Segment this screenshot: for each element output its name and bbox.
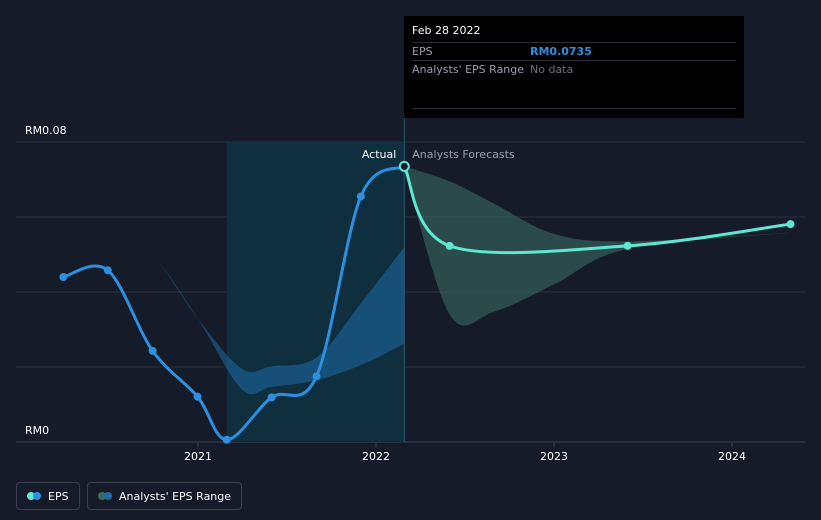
- eps-forecast-point: [786, 220, 795, 229]
- tooltip-range-label: Analysts' EPS Range: [412, 63, 525, 76]
- eps-actual-point: [267, 393, 276, 402]
- eps-actual-point: [59, 273, 68, 281]
- eps-actual-point: [222, 435, 231, 444]
- tooltip-date: Feb 28 2022: [412, 24, 481, 37]
- y-label-top: RM0.08: [25, 124, 67, 137]
- y-label-bottom: RM0: [25, 424, 49, 437]
- eps-forecast-point: [623, 241, 632, 250]
- chart-labels: RM0.08 RM0 2021 2022 2023 2024 Actual Analysts …: [25, 124, 746, 463]
- eps-points: [59, 160, 795, 444]
- tooltip-divider: [412, 108, 736, 109]
- tooltip-eps-row: EPS RM0.0735: [412, 42, 736, 60]
- forecast-label: Analysts Forecasts: [412, 148, 515, 161]
- eps-forecast-line: [402, 165, 791, 255]
- tooltip-range-row: Analysts' EPS Range No data: [412, 60, 736, 78]
- grid-lines: [16, 141, 805, 443]
- eps-actual-point: [312, 372, 321, 381]
- range-area-forecast: [404, 166, 791, 326]
- tooltip-eps-label: EPS: [412, 45, 433, 58]
- actual-label: Actual: [362, 148, 396, 161]
- eps-actual-point: [103, 266, 112, 275]
- legend-range-label: Analysts' EPS Range: [119, 489, 232, 503]
- range-legend-icon: [98, 492, 112, 500]
- hover-tooltip: Feb 28 2022 EPS RM0.0735 Analysts' EPS R…: [404, 16, 744, 118]
- x-tick-label: 2022: [362, 450, 390, 463]
- eps-actual-line: [62, 165, 406, 442]
- x-tick-label: 2023: [540, 450, 568, 463]
- eps-lines: [62, 165, 791, 442]
- current-eps-point: [398, 160, 410, 172]
- eps-actual-point: [356, 192, 365, 201]
- range-areas: [107, 166, 791, 395]
- tooltip-eps-value: RM0.0735: [530, 45, 592, 58]
- legend-eps[interactable]: EPS: [16, 482, 80, 510]
- x-tick-label: 2021: [184, 450, 212, 463]
- eps-forecast-point: [445, 241, 454, 250]
- x-tick-label: 2024: [718, 450, 746, 463]
- eps-actual-point: [148, 346, 157, 355]
- eps-actual-point: [193, 392, 202, 401]
- eps-legend-icon: [27, 492, 41, 500]
- tooltip-range-value: No data: [530, 63, 574, 76]
- legend-range[interactable]: Analysts' EPS Range: [87, 482, 243, 510]
- range-area-past: [107, 218, 405, 395]
- legend-eps-label: EPS: [48, 489, 69, 503]
